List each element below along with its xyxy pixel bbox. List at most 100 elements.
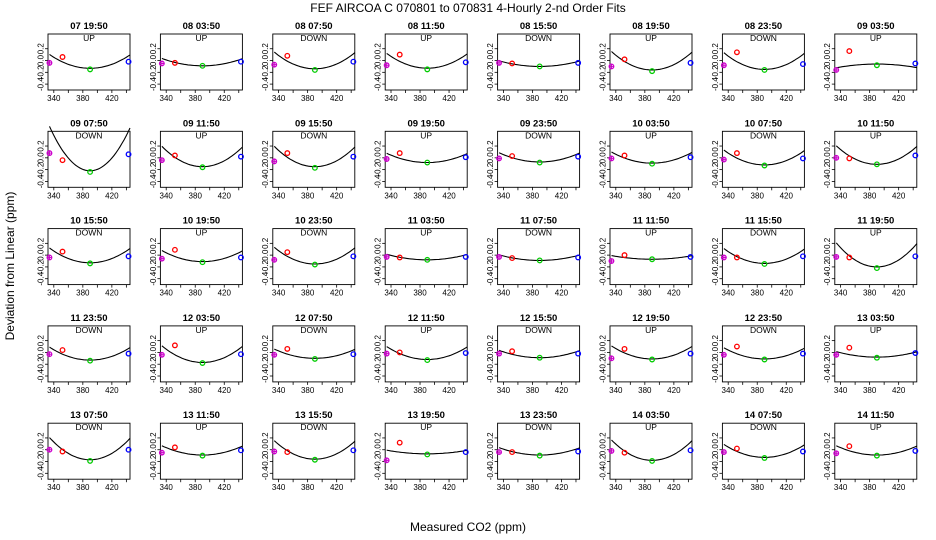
data-point-cross (159, 60, 165, 66)
data-point-cross (384, 457, 390, 463)
panel-frame (47, 228, 131, 286)
x-tick-label: 340 (497, 386, 511, 395)
y-tick-label: -0.2 (36, 454, 45, 468)
x-tick-label: 340 (722, 289, 736, 298)
panel-title: 10 07:50 (745, 118, 783, 129)
y-tick-label: 0.0 (711, 152, 720, 164)
data-point (649, 457, 656, 464)
x-tick-label: 340 (272, 191, 286, 200)
data-point (424, 66, 431, 73)
x-tick-label: 420 (667, 191, 681, 200)
x-tick-label: 420 (442, 191, 456, 200)
y-tick-label: -0.4 (149, 369, 158, 383)
x-tick-label: 420 (555, 94, 569, 103)
data-point (125, 58, 132, 65)
y-tick-label: -0.2 (486, 357, 495, 371)
data-point (284, 52, 291, 59)
y-tick-label: -0.4 (598, 174, 607, 188)
panel-direction: DOWN (76, 422, 103, 432)
y-tick-label: 0.2 (36, 140, 45, 152)
x-tick-label: 340 (272, 483, 286, 492)
fit-curve (723, 347, 805, 360)
data-point-cross (384, 254, 390, 260)
x-tick-label: 340 (47, 191, 61, 200)
y-tick-label: 0.0 (823, 54, 832, 66)
data-point (536, 354, 543, 361)
y-tick-label: -0.4 (374, 174, 383, 188)
panel-title: 11 11:50 (633, 216, 669, 227)
y-tick-label: 0.0 (149, 346, 158, 358)
fit-curve (498, 349, 580, 359)
data-point (350, 253, 357, 260)
y-tick-label: -0.2 (711, 65, 720, 79)
y-tick-label: 0.2 (711, 335, 720, 347)
x-tick-label: 380 (413, 483, 427, 492)
y-tick-label: 0.0 (598, 152, 607, 164)
panel-title: 11 15:50 (745, 216, 782, 227)
data-point (799, 155, 806, 162)
y-tick-label: -0.2 (149, 162, 158, 176)
panel-title: 14 03:50 (632, 410, 670, 421)
x-tick-label: 380 (189, 386, 203, 395)
y-tick-label: -0.4 (486, 174, 495, 188)
x-tick-label: 380 (526, 94, 540, 103)
y-tick-label: -0.4 (261, 369, 270, 383)
data-point (649, 356, 656, 363)
y-tick-label: 0.0 (598, 346, 607, 358)
x-tick-label: 340 (160, 191, 174, 200)
data-point (311, 355, 318, 362)
data-point (59, 448, 66, 455)
data-point-cross (271, 352, 277, 358)
data-point (733, 445, 740, 452)
x-tick-label: 380 (638, 289, 652, 298)
x-tick-label: 380 (863, 386, 877, 395)
y-tick-label: -0.4 (823, 271, 832, 285)
x-tick-label: 420 (892, 94, 906, 103)
y-tick-label: 0.0 (261, 249, 270, 261)
data-point-cross (496, 60, 502, 66)
y-tick-label: 0.2 (261, 140, 270, 152)
data-point (396, 254, 403, 261)
fit-curve (273, 440, 356, 460)
data-point (873, 452, 880, 459)
x-tick-label: 380 (76, 94, 90, 103)
y-tick-label: 0.0 (598, 444, 607, 456)
x-tick-label: 340 (272, 289, 286, 298)
x-tick-label: 380 (189, 483, 203, 492)
y-tick-label: -0.2 (261, 162, 270, 176)
fit-curve (386, 253, 468, 261)
x-tick-label: 420 (667, 386, 681, 395)
y-tick-label: 0.2 (261, 335, 270, 347)
x-tick-label: 340 (160, 386, 174, 395)
data-point (396, 349, 403, 356)
panel-frame (384, 33, 468, 91)
panel-title: 14 07:50 (745, 410, 783, 421)
x-tick-label: 420 (667, 289, 681, 298)
y-tick-label: -0.2 (36, 162, 45, 176)
x-tick-label: 340 (384, 483, 398, 492)
data-point-cross (159, 352, 165, 358)
y-tick-label: 0.2 (823, 237, 832, 249)
data-point (621, 252, 628, 259)
data-point-cross (721, 352, 727, 358)
data-point (350, 447, 357, 454)
x-tick-label: 420 (555, 289, 569, 298)
fit-curve (836, 351, 917, 358)
x-tick-label: 380 (638, 191, 652, 200)
y-tick-label: 0.0 (261, 152, 270, 164)
data-point-cross (271, 448, 277, 454)
y-tick-label: -0.4 (486, 466, 495, 480)
panel-direction: DOWN (750, 33, 777, 43)
x-tick-label: 420 (218, 483, 232, 492)
data-point (87, 169, 94, 175)
data-point (462, 253, 469, 260)
panel-frame (497, 422, 581, 480)
